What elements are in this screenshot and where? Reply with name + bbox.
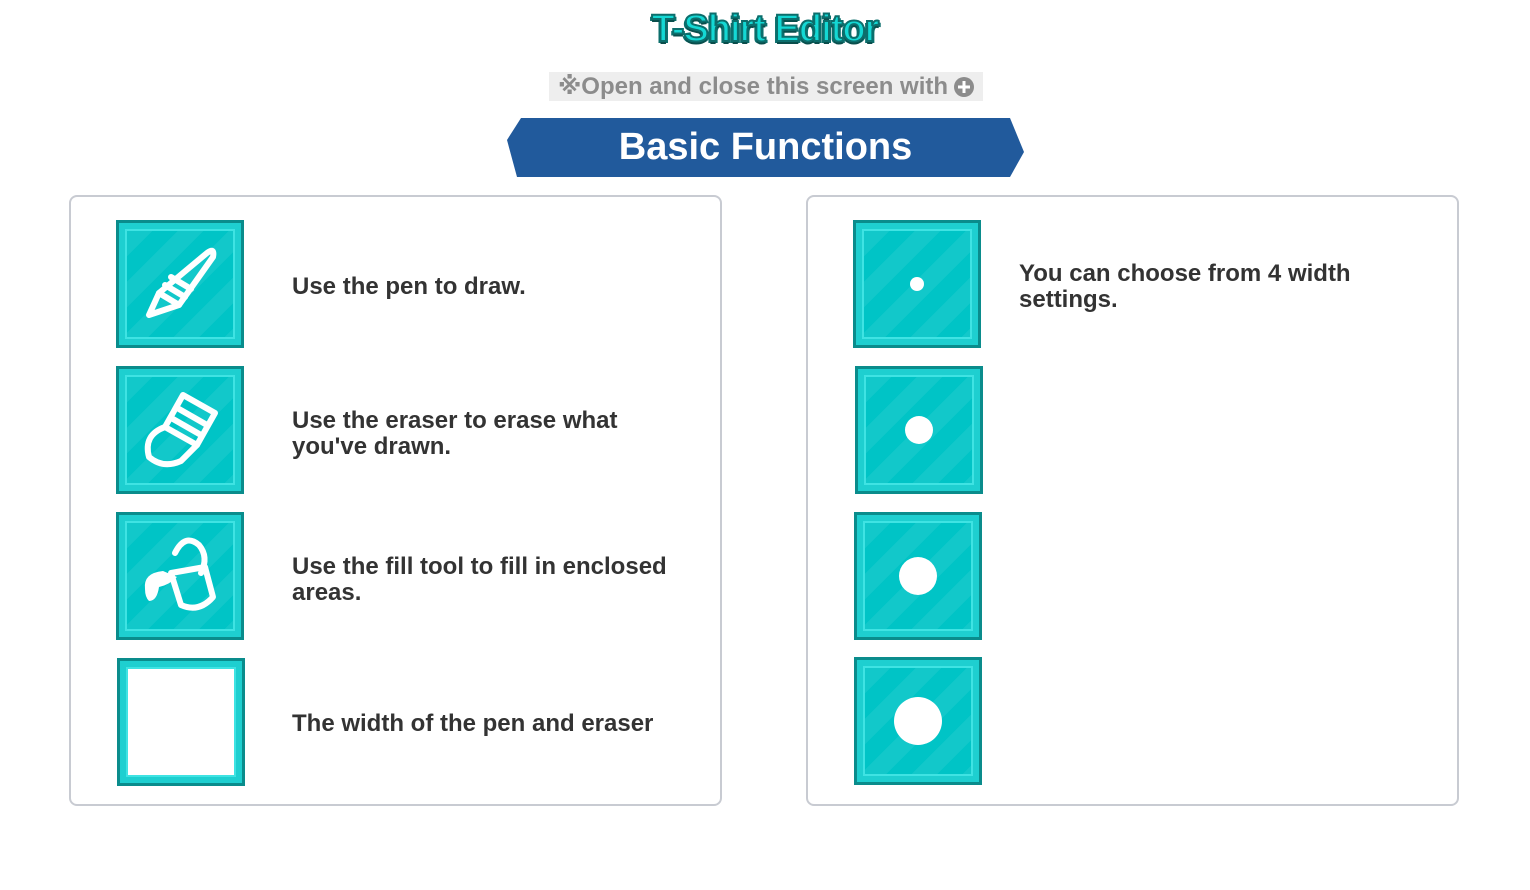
fill-description: Use the fill tool to fill in enclosed ar… — [292, 553, 667, 606]
width-settings-description: You can choose from 4 width settings. — [1019, 260, 1351, 313]
hint-text: ※Open and close this screen with — [557, 73, 949, 100]
width-2-icon — [905, 416, 933, 444]
section-banner: Basic Functions — [507, 118, 1024, 177]
section-title: Basic Functions — [618, 126, 913, 168]
width-setting-3-button[interactable] — [854, 512, 982, 640]
width-4-icon — [894, 697, 942, 745]
right-panel: You can choose from 4 width settings. — [806, 195, 1459, 806]
width-setting-2-button[interactable] — [855, 366, 983, 494]
pen-icon — [146, 247, 217, 318]
fill-tool-button[interactable] — [116, 512, 244, 640]
width-description: The width of the pen and eraser — [292, 710, 654, 737]
width-1-icon — [910, 277, 924, 291]
width-setting-1-button[interactable] — [853, 220, 981, 348]
eraser-tool-button[interactable] — [116, 366, 244, 494]
hint-bar: ※Open and close this screen with — [549, 72, 983, 101]
plus-button-icon — [954, 76, 975, 97]
width-setting-4-button[interactable] — [854, 657, 982, 785]
left-panel: Use the pen to draw. Use the eraser to e… — [69, 195, 722, 806]
page-title: T-Shirt Editor — [651, 7, 881, 51]
width-tool-button[interactable] — [117, 658, 245, 786]
pen-tool-button[interactable] — [116, 220, 244, 348]
fill-bucket-icon — [144, 537, 216, 611]
blank-width-icon — [126, 667, 236, 777]
eraser-description: Use the eraser to erase what you've draw… — [292, 407, 618, 460]
width-3-icon — [899, 557, 937, 595]
eraser-icon — [144, 392, 218, 468]
pen-description: Use the pen to draw. — [292, 273, 526, 300]
